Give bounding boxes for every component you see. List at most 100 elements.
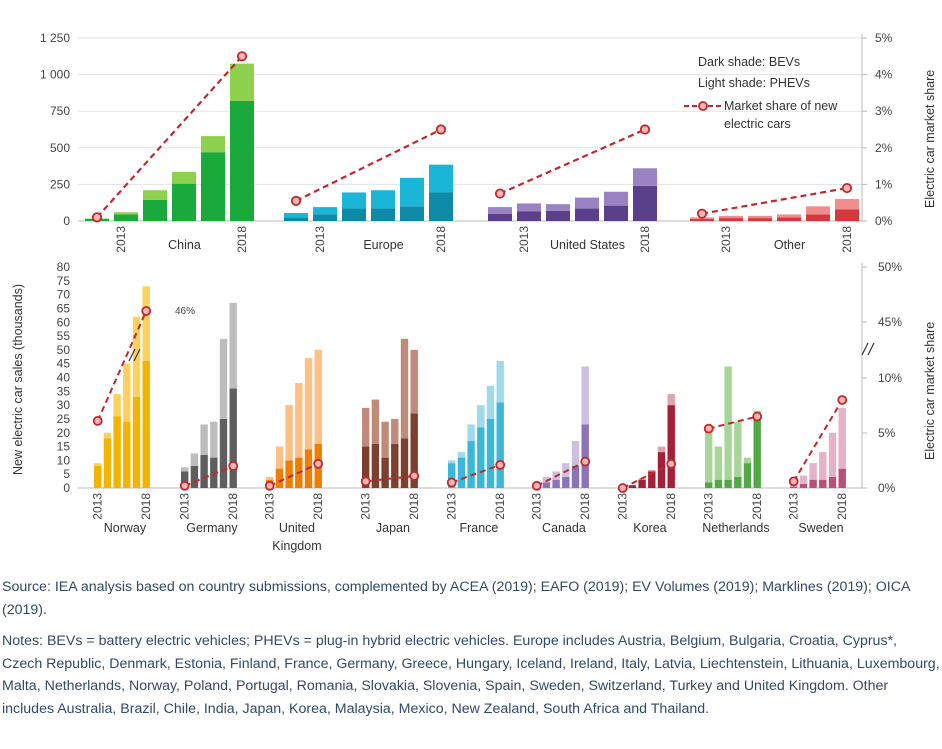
share-marker: [639, 124, 651, 135]
bar-bev: [132, 396, 141, 488]
bar-phev: [705, 429, 713, 483]
group-label-united-kingdom-line2: Kingdom: [272, 539, 321, 553]
bar-phev: [400, 177, 424, 207]
bar-bev: [391, 443, 399, 488]
bar-bev: [143, 199, 167, 221]
bar-phev: [123, 363, 131, 422]
bar-phev: [314, 349, 322, 444]
bar-bev: [806, 214, 830, 221]
share-line: [622, 462, 672, 489]
year-tick-label: 2013: [359, 493, 373, 520]
bottom-panel: 8075706560555045403530252015105050%45%10…: [57, 260, 903, 553]
group-label-china: China: [168, 238, 201, 252]
bar-phev: [210, 421, 218, 458]
bar-bev: [777, 217, 801, 221]
bar-phev: [819, 452, 827, 480]
top-y2-tick-label: 5%: [875, 31, 893, 45]
share-marker: [446, 477, 457, 488]
bar-bev: [230, 100, 254, 221]
notes-text: Notes: BEVs = battery electric vehicles;…: [2, 633, 940, 717]
share-marker: [703, 423, 714, 434]
share-marker: [494, 188, 506, 199]
bar-bev: [724, 479, 732, 488]
bar-phev: [838, 407, 846, 469]
bar-phev: [488, 207, 512, 214]
bar-bev: [734, 476, 742, 488]
top-y-tick-label: 1 000: [40, 68, 70, 82]
bar-bev: [467, 441, 475, 488]
share-line: [536, 460, 586, 487]
bar-phev: [648, 470, 656, 472]
bar-bev: [638, 479, 646, 488]
bottom-y-tick-label: 50: [57, 343, 71, 357]
bar-phev: [103, 432, 112, 439]
share-marker: [236, 51, 248, 62]
legend-bev: Dark shade: BEVs: [698, 55, 800, 69]
year-tick-label: 2013: [530, 493, 544, 520]
group-label-canada: Canada: [542, 521, 586, 535]
bar-bev: [142, 360, 150, 488]
bar-phev: [284, 212, 308, 218]
bar-phev: [362, 407, 370, 447]
year-tick-label: 2013: [702, 493, 716, 520]
bar-bev: [628, 485, 637, 488]
bar-bev: [229, 388, 237, 488]
bar-bev: [790, 486, 798, 488]
share-marker: [666, 458, 677, 469]
bar-phev: [342, 192, 366, 209]
bar-bev: [486, 418, 495, 488]
bar-phev: [230, 63, 254, 101]
bar-bev: [371, 443, 380, 488]
bar-bev: [219, 418, 228, 488]
top-y2-tick-label: 1%: [875, 177, 893, 191]
year-tick-label: 2018: [840, 226, 854, 253]
bar-bev: [753, 413, 761, 488]
year-tick-label: 2013: [263, 493, 277, 520]
bar-bev: [743, 463, 752, 488]
share-line: [96, 55, 243, 219]
share-marker: [788, 476, 799, 487]
bar-phev: [575, 197, 599, 209]
top-y2-tick-label: 3%: [875, 104, 893, 118]
bar-phev: [657, 446, 666, 453]
bar-phev: [828, 432, 837, 477]
axis-break-marks: [128, 342, 875, 362]
share-marker: [495, 459, 506, 470]
group-label-sweden: Sweden: [798, 521, 843, 535]
bottom-y2-tick-label: 45%: [878, 315, 902, 329]
bar-bev: [542, 482, 551, 488]
year-tick-label: 2013: [91, 493, 105, 520]
bar-phev: [313, 207, 337, 215]
bottom-y2-tick-label: 0%: [878, 481, 896, 495]
bar-bev: [275, 468, 284, 488]
top-y-tick-label: 0: [63, 214, 70, 228]
bar-phev: [381, 421, 389, 458]
bar-bev: [381, 457, 389, 488]
group-label-norway: Norway: [104, 521, 147, 535]
bar-phev: [542, 476, 551, 483]
bottom-y-tick-label: 45: [57, 357, 71, 371]
bar-phev: [429, 164, 453, 193]
bottom-y-tick-label: 60: [57, 315, 71, 329]
bar-phev: [229, 302, 237, 389]
bottom-y-axis-label: New electric car sales (thousands): [11, 284, 25, 475]
share-line: [184, 465, 234, 487]
year-tick-label: 2018: [311, 493, 325, 520]
share-line: [295, 128, 442, 202]
bar-phev: [200, 424, 208, 455]
bar-bev: [633, 185, 657, 221]
year-tick-label: 2013: [178, 493, 192, 520]
bar-bev: [190, 465, 199, 488]
bar-phev: [172, 171, 196, 184]
bar-bev: [410, 413, 418, 488]
share-marker: [409, 470, 420, 481]
share-line: [708, 415, 758, 430]
bar-bev: [448, 463, 456, 488]
bar-phev: [391, 418, 399, 444]
top-y2-tick-label: 4%: [875, 68, 893, 82]
